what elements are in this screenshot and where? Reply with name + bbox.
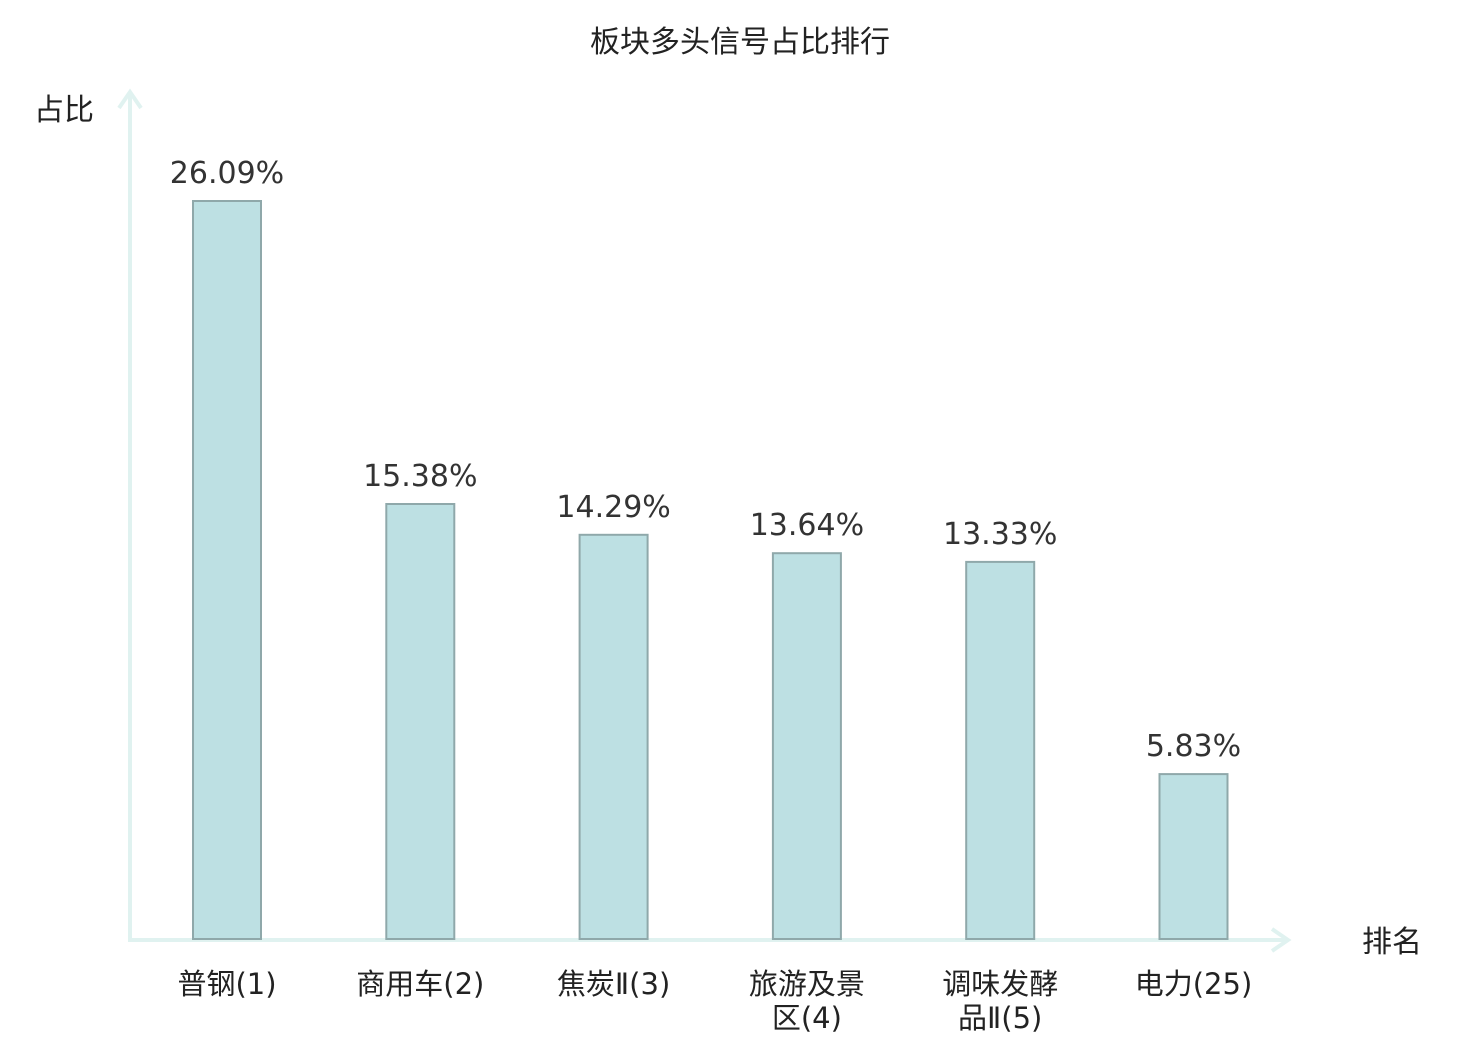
value-label-5: 13.33% xyxy=(943,517,1057,552)
value-labels-group: 26.09% 15.38% 14.29% 13.64% 13.33% 5.83% xyxy=(170,156,1241,764)
category-labels-group: 普钢(1) 商用车(2) 焦炭Ⅱ(3) 旅游及景区(4) 调味发酵品Ⅱ(5) 电力(25) xyxy=(177,967,1252,1035)
category-label-2: 商用车(2) xyxy=(356,967,484,1001)
bar-3 xyxy=(578,533,649,940)
y-axis-arrow xyxy=(117,88,143,110)
value-label-1: 26.09% xyxy=(170,156,284,191)
category-label-5: 调味发酵品Ⅱ(5) xyxy=(942,967,1058,1035)
value-label-2: 15.38% xyxy=(363,459,477,494)
bar-4 xyxy=(771,552,842,940)
category-label-4: 旅游及景区(4) xyxy=(749,967,865,1035)
bar-2 xyxy=(385,503,456,940)
bars-group xyxy=(192,200,1229,941)
value-label-3: 14.29% xyxy=(556,490,670,525)
category-label-3: 焦炭Ⅱ(3) xyxy=(557,967,670,1001)
value-label-6: 5.83% xyxy=(1146,729,1241,764)
chart-title: 板块多头信号占比排行 xyxy=(590,25,890,60)
x-axis-label: 排名 xyxy=(1362,925,1422,960)
bar-5 xyxy=(965,560,1036,941)
value-label-4: 13.64% xyxy=(750,508,864,543)
category-label-6: 电力(25) xyxy=(1135,967,1253,1001)
x-axis-arrow xyxy=(1270,927,1292,953)
bar-1 xyxy=(192,200,262,940)
category-label-1: 普钢(1) xyxy=(177,967,276,1001)
y-axis-label: 占比 xyxy=(34,93,94,128)
bar-6 xyxy=(1158,773,1229,940)
